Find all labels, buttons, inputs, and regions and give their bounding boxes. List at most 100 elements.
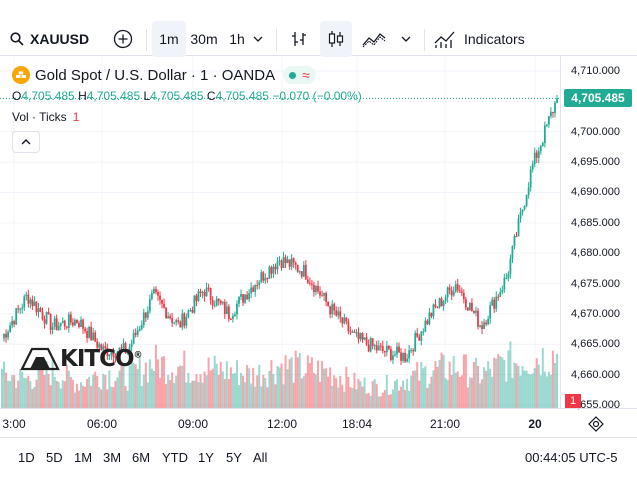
volume-bar: [112, 387, 115, 408]
candle-body: [122, 343, 125, 349]
range-6m-button[interactable]: 6M: [132, 450, 151, 465]
range-5d-button[interactable]: 5D: [46, 450, 63, 465]
volume-bar: [535, 358, 538, 408]
area-chart-icon: [362, 33, 386, 48]
volume-bar: [331, 385, 334, 408]
volume-value: 1: [72, 110, 80, 124]
symbol-search[interactable]: XAUUSD: [10, 21, 89, 57]
candle-body: [148, 299, 151, 312]
candle-body: [189, 309, 192, 311]
volume-bar: [47, 374, 50, 408]
time-axis[interactable]: 3:00 06:00 09:00 12:00 18:04 21:00 20: [0, 408, 637, 438]
volume-bar: [92, 374, 95, 408]
volume-bar: [158, 378, 161, 408]
volume-bar: [213, 355, 216, 408]
candle-body: [102, 346, 105, 350]
volume-bar: [55, 380, 58, 408]
candle-body: [319, 291, 321, 296]
volume-bar: [501, 357, 504, 408]
volume-bar: [106, 389, 109, 408]
volume-bar: [556, 353, 558, 408]
range-1d-button[interactable]: 1D: [18, 450, 35, 465]
candle-body: [517, 218, 520, 237]
candle-body: [197, 291, 200, 301]
bar-style-button[interactable]: [286, 21, 312, 57]
chart-type-dropdown[interactable]: [398, 21, 414, 57]
candle-body: [379, 345, 382, 347]
range-3m-button[interactable]: 3M: [103, 450, 122, 465]
volume-bar: [398, 390, 401, 408]
candle-body: [353, 331, 356, 333]
candle-body: [521, 209, 524, 213]
volume-bar: [221, 371, 224, 408]
candle-body: [55, 318, 58, 330]
candle-body: [345, 317, 348, 322]
interval-1m-button[interactable]: 1m: [152, 21, 186, 57]
market-status-badge[interactable]: ≈: [283, 66, 316, 84]
volume-bar: [310, 357, 313, 408]
volume-bar: [134, 364, 137, 408]
candle-body: [537, 151, 540, 158]
range-5y-button[interactable]: 5Y: [226, 450, 242, 465]
area-style-button[interactable]: [360, 21, 388, 57]
range-1y-button[interactable]: 1Y: [198, 450, 214, 465]
range-1m-button[interactable]: 1M: [74, 450, 93, 465]
candle-body: [63, 320, 66, 327]
interval-dropdown[interactable]: [250, 21, 266, 57]
volume-bar: [373, 379, 376, 408]
candles-style-button[interactable]: [320, 21, 352, 57]
candle-body: [246, 294, 248, 300]
clock-timezone[interactable]: 00:44:05 UTC-5: [525, 450, 618, 465]
volume-bar: [525, 370, 528, 408]
volume-bar: [201, 382, 204, 408]
candle-body: [489, 305, 492, 319]
indicators-button[interactable]: Indicators: [434, 21, 525, 57]
range-ytd-button[interactable]: YTD: [162, 450, 188, 465]
price-chart[interactable]: [0, 56, 560, 408]
candle-body: [333, 304, 336, 311]
volume-bar: [408, 390, 411, 408]
candle-body: [150, 293, 153, 300]
candle-body: [203, 291, 206, 297]
volume-badge: 1: [565, 394, 581, 408]
candle-body: [7, 332, 9, 338]
volume-bar: [282, 384, 285, 408]
candle-body: [124, 343, 127, 354]
candle-body: [205, 287, 208, 297]
settings-gear-icon[interactable]: [588, 416, 604, 432]
interval-1h-button[interactable]: 1h: [222, 21, 252, 57]
volume-bar: [345, 366, 348, 408]
volume-bar: [312, 373, 315, 408]
volume-bar: [59, 388, 62, 408]
range-all-button[interactable]: All: [253, 450, 268, 465]
volume-bar: [104, 374, 107, 408]
volume-bar: [233, 373, 236, 408]
compare-symbol-button[interactable]: [110, 21, 136, 57]
volume-bar: [124, 385, 127, 408]
volume-bar: [195, 374, 198, 408]
candle-body: [464, 299, 467, 308]
candle-body: [308, 282, 311, 284]
candle-body: [61, 320, 64, 324]
candle-body: [244, 294, 246, 303]
candle-body: [432, 304, 435, 317]
volume-bar: [274, 384, 277, 408]
interval-30m-button[interactable]: 30m: [184, 21, 224, 57]
chart-legend-title: Gold Spot / U.S. Dollar · 1 · OANDA ≈: [12, 66, 316, 84]
candle-body: [33, 301, 36, 307]
volume-bar: [88, 376, 91, 408]
volume-bar: [304, 373, 307, 408]
candle-body: [339, 311, 342, 318]
candle-body: [272, 266, 275, 274]
candle-body: [106, 347, 109, 357]
candle-body: [458, 290, 461, 292]
price-axis[interactable]: 4,710.0004,705.0004,700.0004,695.0004,69…: [560, 56, 637, 411]
candle-body: [207, 287, 210, 289]
market-open-icon: [289, 71, 297, 79]
search-icon: [10, 32, 24, 46]
volume-bar: [35, 379, 38, 408]
volume-bar: [424, 366, 427, 408]
collapse-legend-button[interactable]: [12, 131, 40, 153]
volume-bar: [468, 377, 471, 408]
candle-body: [454, 284, 457, 292]
